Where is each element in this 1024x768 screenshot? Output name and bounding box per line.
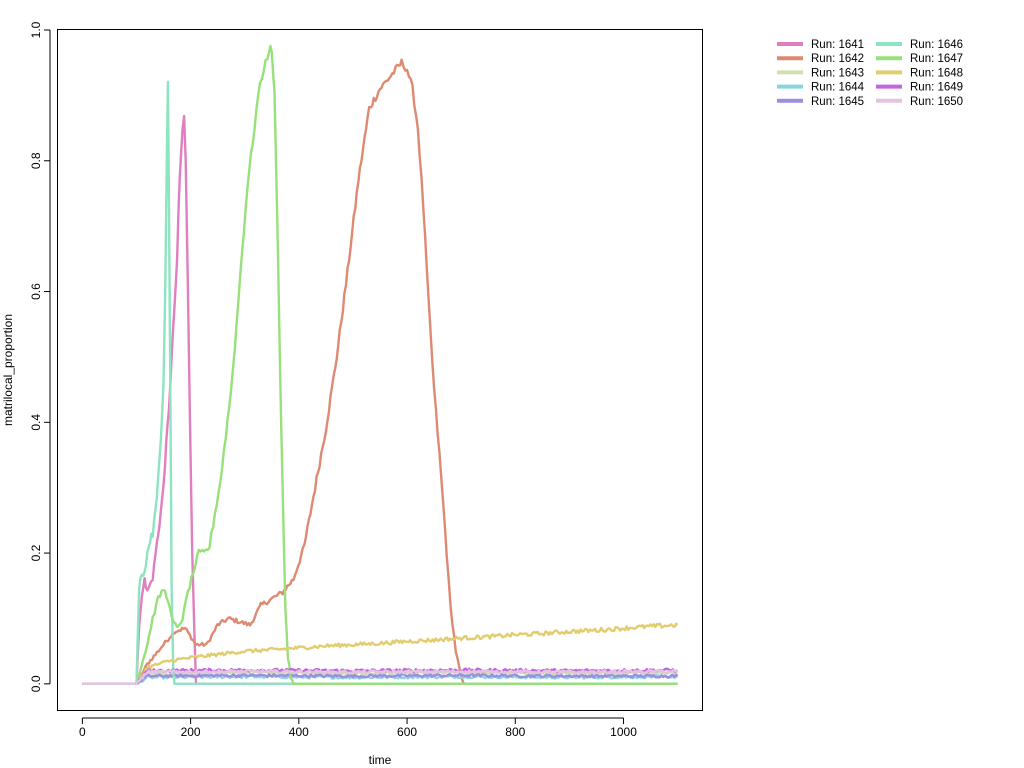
series-line-10 xyxy=(82,668,679,685)
legend-label: Run: 1646 xyxy=(910,39,963,51)
legend-label: Run: 1648 xyxy=(910,67,963,79)
x-tick-label: 800 xyxy=(505,725,525,739)
legend: Run: 1641 Run: 1642 Run: 1643 Run: 1644 Run:… xyxy=(777,39,963,108)
plot-frame xyxy=(57,29,703,711)
legend-label: Run: 1649 xyxy=(910,82,963,94)
x-tick-label: 0 xyxy=(79,725,86,739)
legend-label: Run: 1645 xyxy=(811,96,864,108)
series-line-8 xyxy=(82,622,679,685)
legend-label: Run: 1642 xyxy=(811,53,864,65)
y-tick-label: 0.4 xyxy=(29,414,43,431)
y-tick-label: 1.0 xyxy=(29,21,43,38)
y-tick-label: 0.2 xyxy=(29,544,43,561)
series-line-7 xyxy=(82,44,678,685)
series-layer xyxy=(82,44,679,685)
x-tick-label: 600 xyxy=(397,725,417,739)
y-tick-label: 0.0 xyxy=(29,675,43,692)
x-axis-label: time xyxy=(369,753,392,767)
y-axis-label: matrilocal_proportion xyxy=(1,314,15,426)
legend-label: Run: 1641 xyxy=(811,39,864,51)
legend-label: Run: 1647 xyxy=(910,53,963,65)
legend-label: Run: 1650 xyxy=(910,96,963,108)
y-axis: 0.0 0.2 0.4 0.6 0.8 1.0 xyxy=(29,21,51,692)
x-tick-label: 200 xyxy=(181,725,201,739)
series-line-5 xyxy=(82,672,679,685)
x-tick-label: 1000 xyxy=(610,725,637,739)
x-axis: 0 200 400 600 800 1000 xyxy=(79,717,637,739)
legend-label: Run: 1644 xyxy=(811,82,865,94)
y-tick-label: 0.8 xyxy=(29,152,43,169)
y-tick-label: 0.6 xyxy=(29,283,43,300)
legend-label: Run: 1643 xyxy=(811,67,864,79)
x-tick-label: 400 xyxy=(289,725,309,739)
